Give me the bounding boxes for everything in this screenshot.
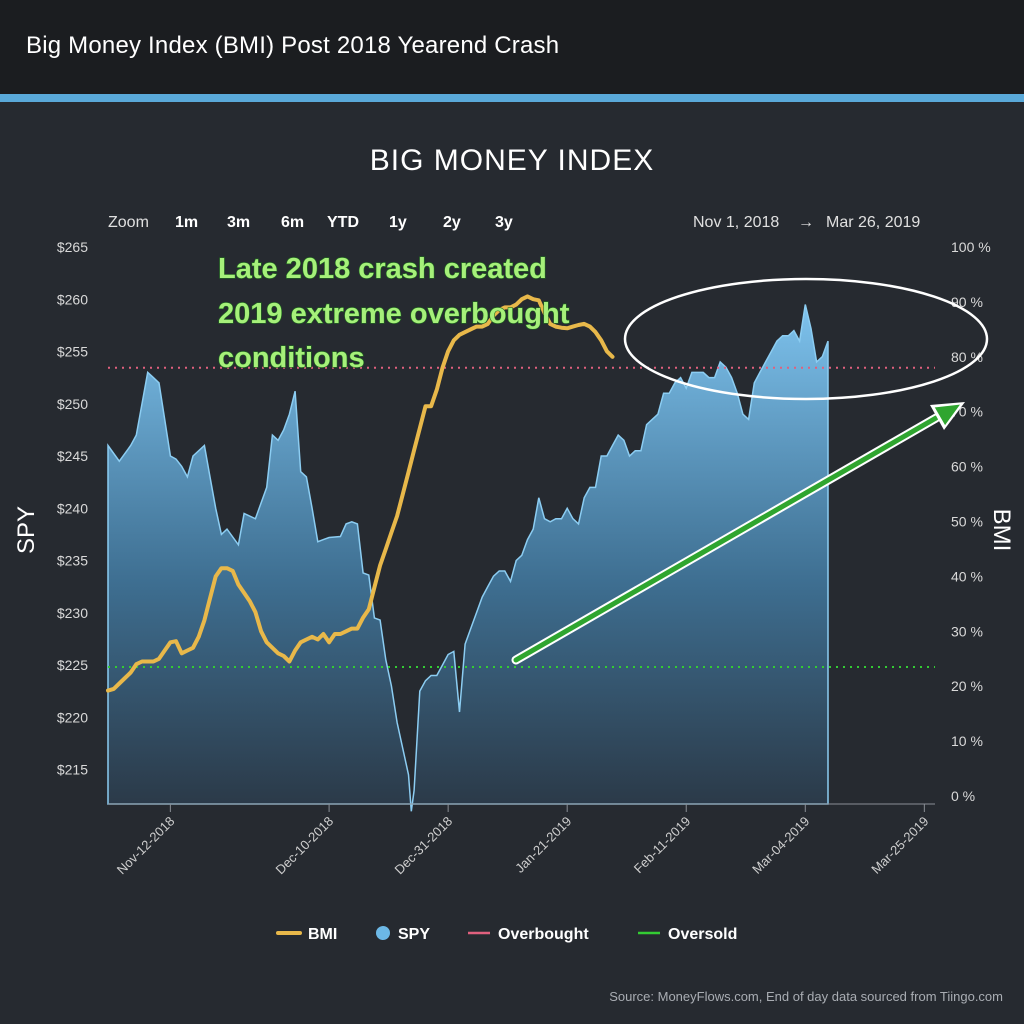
- accent-divider: [0, 94, 1024, 102]
- legend-oversold-label: Oversold: [668, 926, 737, 943]
- x-tick-label: Jan-21-2019: [512, 814, 574, 876]
- right-tick-label: 50 %: [951, 514, 983, 530]
- left-axis-title: SPY: [13, 506, 40, 554]
- x-tick-label: Dec-31-2018: [392, 814, 456, 878]
- legend-item-overbought[interactable]: Overbought: [468, 926, 589, 943]
- x-tick-label: Dec-10-2018: [272, 814, 336, 878]
- left-tick-label: $260: [57, 291, 88, 307]
- date-range-from[interactable]: Nov 1, 2018: [693, 214, 779, 231]
- x-tick-label: Nov-12-2018: [114, 814, 178, 878]
- left-tick-label: $245: [57, 448, 88, 464]
- date-range-arrow: →: [798, 214, 814, 231]
- zoom-label: Zoom: [108, 214, 149, 231]
- right-tick-label: 30 %: [951, 623, 983, 639]
- annotation: Late 2018 crash created 2019 extreme ove…: [217, 252, 570, 374]
- right-axis-ticks: 0 %10 %20 %30 %40 %50 %60 %70 %80 %90 %1…: [951, 239, 991, 804]
- left-tick-label: $250: [57, 396, 88, 412]
- zoom-button-1y[interactable]: 1y: [389, 214, 407, 231]
- highlight-ellipse: [623, 277, 989, 401]
- legend-item-oversold[interactable]: Oversold: [638, 926, 737, 943]
- left-tick-label: $240: [57, 500, 88, 516]
- left-tick-label: $265: [57, 239, 88, 255]
- annotation-line-1: Late 2018 crash created: [218, 253, 547, 285]
- page-title: Big Money Index (BMI) Post 2018 Yearend …: [26, 32, 560, 59]
- right-tick-label: 0 %: [951, 788, 975, 804]
- zoom-button-ytd[interactable]: YTD: [327, 214, 359, 231]
- x-tick-label: Mar-04-2019: [749, 814, 812, 877]
- chart-title: BIG MONEY INDEX: [370, 144, 655, 177]
- right-axis-title: BMI: [988, 509, 1015, 552]
- right-tick-label: 20 %: [951, 678, 983, 694]
- legend-bmi-label: BMI: [308, 926, 337, 943]
- date-range-to[interactable]: Mar 26, 2019: [826, 214, 920, 231]
- right-tick-label: 90 %: [951, 294, 983, 310]
- spy-area-series: [107, 304, 829, 812]
- right-tick-label: 40 %: [951, 568, 983, 584]
- right-tick-label: 60 %: [951, 459, 983, 475]
- left-tick-label: $255: [57, 344, 88, 360]
- legend: BMI SPY Overbought Oversold: [276, 926, 737, 943]
- x-tick-label: Feb-11-2019: [631, 814, 694, 877]
- right-tick-label: 100 %: [951, 239, 991, 255]
- left-tick-label: $225: [57, 657, 88, 673]
- zoom-button-2y[interactable]: 2y: [443, 214, 461, 231]
- zoom-button-3m[interactable]: 3m: [227, 214, 250, 231]
- header-bar: Big Money Index (BMI) Post 2018 Yearend …: [0, 0, 1024, 94]
- zoom-button-6m[interactable]: 6m: [281, 214, 304, 231]
- x-axis-ticks: Nov-12-2018 Dec-10-2018 Dec-31-2018 Jan-21-…: [114, 804, 931, 878]
- legend-item-bmi[interactable]: BMI: [276, 926, 337, 943]
- zoom-button-3y[interactable]: 3y: [495, 214, 513, 231]
- zoom-controls: Zoom 1m 3m 6m YTD 1y 2y 3y: [108, 214, 513, 231]
- x-tick-label: Mar-25-2019: [868, 814, 931, 877]
- legend-spy-swatch: [376, 926, 390, 940]
- left-tick-label: $220: [57, 709, 88, 725]
- legend-spy-label: SPY: [398, 926, 430, 943]
- annotation-line-2: 2019 extreme overbought: [218, 298, 570, 330]
- date-range: Nov 1, 2018 → Mar 26, 2019: [693, 214, 920, 231]
- legend-overbought-label: Overbought: [498, 926, 589, 943]
- left-tick-label: $235: [57, 553, 88, 569]
- left-axis-ticks: $215 $220 $225 $230 $235 $240 $245 $250 $255 $260…: [57, 239, 88, 778]
- source-note: Source: MoneyFlows.com, End of day data …: [609, 989, 1003, 1004]
- left-tick-label: $230: [57, 605, 88, 621]
- zoom-button-1m[interactable]: 1m: [175, 214, 198, 231]
- left-tick-label: $215: [57, 762, 88, 778]
- annotation-line-3: conditions: [218, 342, 365, 374]
- trend-arrow: [511, 402, 965, 665]
- bmi-line-series: [106, 294, 615, 693]
- right-tick-label: 10 %: [951, 733, 983, 749]
- legend-item-spy[interactable]: SPY: [376, 926, 430, 943]
